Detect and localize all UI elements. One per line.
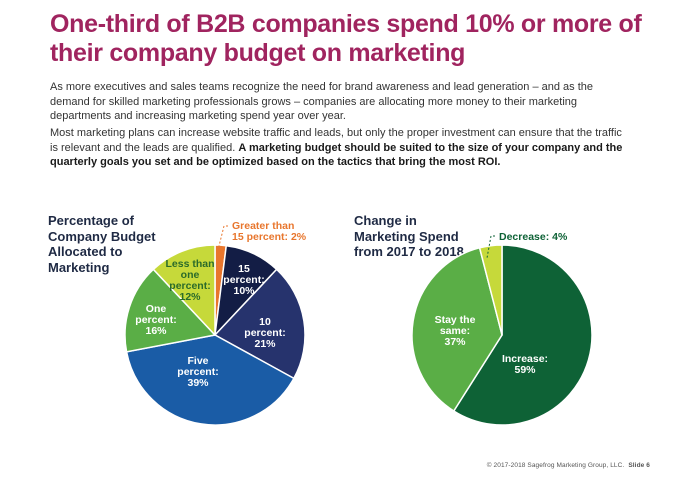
budget-chart-title: Percentage of Company Budget Allocated t… [48,213,156,275]
slice-label: Increase: 59% [502,353,548,376]
pie-chart-1: Greater than 15 percent: 2% 15 percent: 10% 1… [124,220,307,426]
slice-label: Five percent: 39% [177,355,218,389]
pie-slice [453,244,593,426]
budget-paragraph-emphasis: A marketing budget should be suited to t… [50,141,623,169]
pie-slice [152,244,216,336]
slice-label: Less than one percent: 12% [165,258,214,303]
slice-label: 15 percent: 10% [223,263,264,297]
slice-label: One percent: 16% [135,303,176,337]
pie-slice [125,334,295,426]
budget-paragraph: Most marketing plans can increase websit… [50,126,630,170]
slice-label: 10 percent: 21% [244,316,285,350]
spend-chart-title: Change in Marketing Spend from 2017 to 2… [354,213,464,259]
footer: © 2017-2018 Sagefrog Marketing Group, LL… [487,462,650,469]
pie-slice [214,268,306,380]
page-title: One-third of B2B companies spend 10% or … [50,10,642,67]
budget-paragraph-text: Most marketing plans can increase websit… [50,127,622,154]
pie-slice [124,268,216,353]
leader-line [486,235,495,259]
slice-label: Decrease: 4% [499,231,568,243]
slice-label: Greater than 15 percent: 2% [232,220,307,243]
slice-label: Stay the same: 37% [435,314,476,348]
pie-slice [411,247,503,412]
pie-slice [478,244,503,336]
leader-line [218,225,228,247]
slide-number: Slide 6 [628,462,650,469]
intro-paragraph: As more executives and sales teams recog… [50,81,594,122]
pie-chart-2: Increase: 59% Stay the same: 37% Decrease: 4% [411,231,593,426]
footer-copyright: © 2017-2018 Sagefrog Marketing Group, LL… [486,462,625,469]
